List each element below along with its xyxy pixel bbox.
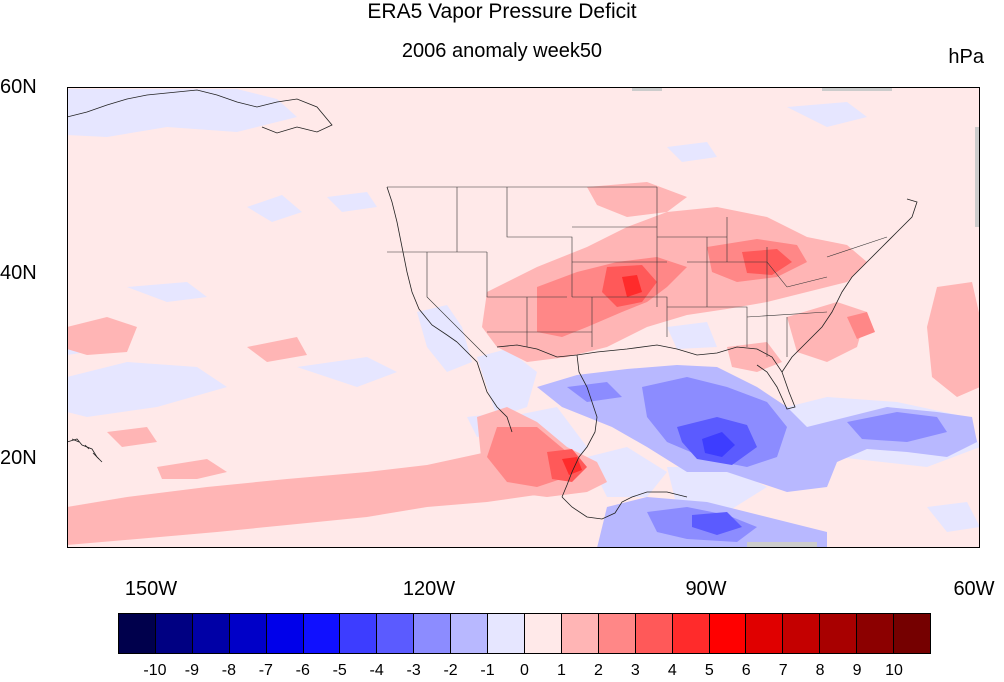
map-title: ERA5 Vapor Pressure Deficit — [367, 0, 637, 23]
colorbar-tick-label: 8 — [815, 662, 825, 679]
colorbar-tick-label: 2 — [593, 662, 603, 679]
colorbar-swatch — [414, 614, 452, 653]
anomaly-map — [67, 87, 980, 548]
colorbar-swatch — [894, 614, 930, 653]
colorbar-swatch — [561, 614, 599, 653]
colorbar-swatch — [524, 614, 562, 653]
colorbar-swatch — [857, 614, 895, 653]
colorbar-tick-label: -5 — [332, 662, 347, 679]
colorbar-swatch — [155, 614, 193, 653]
colorbar-swatch — [672, 614, 710, 653]
colorbar-swatch — [266, 614, 304, 653]
hawaii-islands — [71, 438, 100, 460]
colorbar-tick-label: 10 — [885, 662, 903, 679]
blue-areas — [537, 365, 977, 548]
lat-label-60n: 60N — [0, 76, 37, 98]
lat-label-20n: 20N — [0, 447, 37, 469]
colorbar-tick-label: -4 — [369, 662, 384, 679]
units-label: hPa — [948, 46, 984, 68]
colorbar-swatch — [340, 614, 378, 653]
colorbar-swatch — [635, 614, 673, 653]
colorbar-swatch — [192, 614, 230, 653]
colorbar-swatch — [488, 614, 525, 653]
colorbar-tick-label: -1 — [480, 662, 495, 679]
colorbar-tick-label: 5 — [704, 662, 714, 679]
colorbar-tick-label: -7 — [258, 662, 273, 679]
map-subtitle: 2006 anomaly week50 — [401, 40, 603, 62]
colorbar-swatch — [451, 614, 489, 653]
lon-label-120w: 120W — [402, 578, 456, 600]
colorbar — [118, 613, 931, 654]
map-frame — [67, 87, 980, 548]
colorbar-swatch — [820, 614, 858, 653]
colorbar-swatch — [598, 614, 636, 653]
colorbar-tick-label: -3 — [406, 662, 421, 679]
colorbar-swatch — [746, 614, 784, 653]
state-borders — [387, 186, 888, 358]
colorbar-tick-label: 3 — [630, 662, 640, 679]
colorbar-tick-label: 6 — [741, 662, 751, 679]
colorbar-tick-label: 4 — [667, 662, 677, 679]
lon-label-90w: 90W — [685, 578, 727, 600]
lon-label-150w: 150W — [124, 578, 178, 600]
lon-label-60w: 60W — [953, 578, 995, 600]
colorbar-swatch — [783, 614, 821, 653]
colorbar-tick-label: -8 — [221, 662, 236, 679]
colorbar-swatch — [377, 614, 415, 653]
colorbar-swatch — [119, 614, 156, 653]
colorbar-tick-label: -2 — [443, 662, 458, 679]
colorbar-swatch — [303, 614, 341, 653]
colorbar-labels: -10 -9 -8 -7 -6 -5 -4 -3 -2 -1 0 1 2 3 4 5 6 7 8 9 10 — [118, 662, 931, 682]
colorbar-tick-label: 9 — [852, 662, 862, 679]
colorbar-tick-label: 0 — [520, 662, 529, 679]
colorbar-tick-label: 1 — [557, 662, 566, 679]
colorbar-swatch — [709, 614, 747, 653]
colorbar-tick-label: 7 — [778, 662, 788, 679]
colorbar-swatch — [229, 614, 267, 653]
colorbar-tick-label: -10 — [143, 662, 167, 679]
colorbar-tick-label: -6 — [295, 662, 310, 679]
lat-label-40n: 40N — [0, 262, 37, 284]
missing-data-strips — [632, 87, 980, 548]
colorbar-tick-label: -9 — [184, 662, 200, 679]
